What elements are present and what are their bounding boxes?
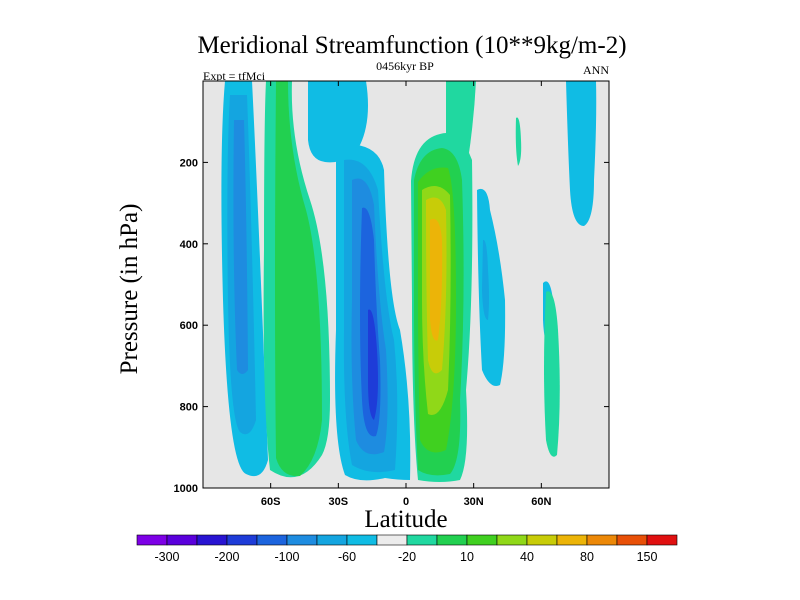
colorbar-swatch: [646, 534, 678, 546]
y-tick-label: 200: [180, 157, 198, 169]
colorbar-swatch: [196, 534, 228, 546]
colorbar-label: -100: [274, 550, 299, 564]
y-tick-label: 400: [180, 239, 198, 251]
colorbar-swatch: [286, 534, 318, 546]
colorbar-label: -200: [214, 550, 239, 564]
contour-hadley-south: [368, 309, 378, 420]
colorbar-label: -300: [154, 550, 179, 564]
x-axis-label: Latitude: [364, 506, 447, 533]
colorbar: -300 -200 -100 -60 -20 10 40 80 150: [136, 534, 678, 564]
y-axis: 200 400 600 800 1000: [174, 157, 609, 495]
colorbar-swatch: [436, 534, 468, 546]
y-axis-label: Pressure (in hPa): [116, 204, 143, 375]
x-tick-label: 30N: [464, 496, 484, 508]
y-tick-label: 600: [180, 320, 198, 332]
colorbar-label: -60: [338, 550, 356, 564]
contour-south-polar-cell: [233, 120, 248, 374]
x-tick-label: 60N: [531, 496, 551, 508]
colorbar-swatch: [556, 534, 588, 546]
colorbar-swatch: [466, 534, 498, 546]
x-axis: 60S 30S 0 30N 60N: [261, 81, 551, 508]
colorbar-swatch: [496, 534, 528, 546]
contour-north-positive-cell: [544, 291, 560, 457]
x-tick-label: 30S: [329, 496, 349, 508]
streamfunction-field: [221, 81, 597, 483]
contour-north-positive-streak: [515, 117, 522, 166]
x-tick-label: 0: [403, 496, 409, 508]
colorbar-swatch: [226, 534, 258, 546]
colorbar-label: 150: [637, 550, 658, 564]
colorbar-swatch: [256, 534, 288, 546]
colorbar-label: 80: [580, 550, 594, 564]
contour-hadley-south: [308, 81, 368, 163]
time-label: 0456kyr BP: [376, 59, 434, 73]
colorbar-swatch: [406, 534, 438, 546]
contour-mid-lat-north-weak-1: [477, 188, 506, 386]
contour-mid-lat-north-weak-1: [482, 239, 489, 320]
contour-north-polar-cell: [566, 81, 597, 226]
contour-hadley-north: [446, 81, 476, 160]
y-tick-label: 1000: [174, 483, 198, 495]
colorbar-swatch: [526, 534, 558, 546]
contour-ferrel-south: [275, 81, 322, 477]
colorbar-label: 40: [520, 550, 534, 564]
colorbar-swatch: [346, 534, 378, 546]
colorbar-swatch: [166, 534, 198, 546]
colorbar-swatch: [616, 534, 648, 546]
colorbar-swatch: [136, 534, 168, 546]
experiment-label: Expt = tfMci: [203, 69, 266, 83]
colorbar-swatch: [376, 534, 408, 546]
season-label: ANN: [583, 63, 609, 77]
colorbar-label: 10: [460, 550, 474, 564]
colorbar-label: -20: [398, 550, 416, 564]
y-tick-label: 800: [180, 402, 198, 414]
colorbar-swatch: [316, 534, 348, 546]
plot-area: 60S 30S 0 30N 60N 200 400 600 800 1000: [174, 80, 610, 508]
chart-title: Meridional Streamfunction (10**9kg/m-2): [197, 32, 626, 59]
colorbar-swatch: [586, 534, 618, 546]
contour-hadley-north: [430, 218, 443, 341]
x-tick-label: 60S: [261, 496, 281, 508]
